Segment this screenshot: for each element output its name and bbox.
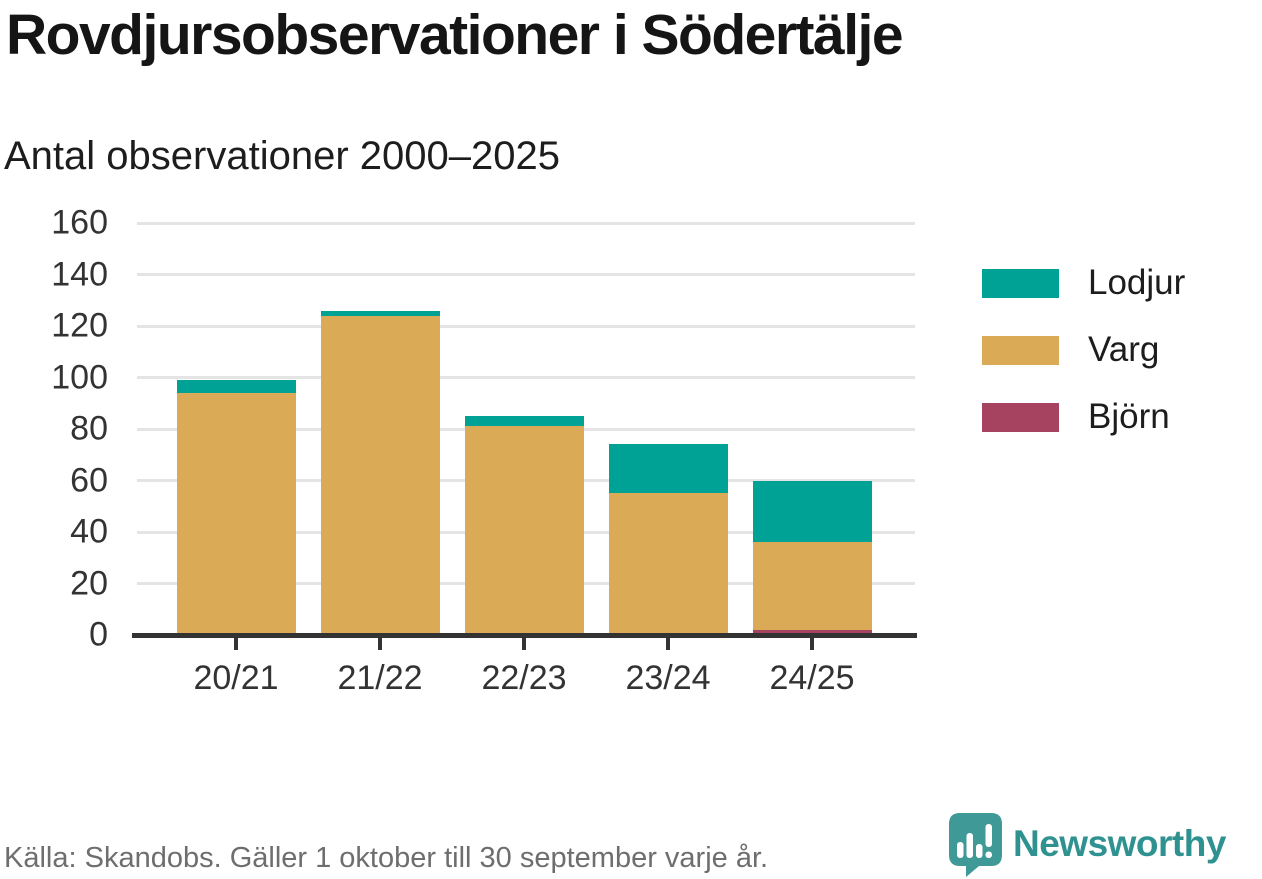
legend-item-lodjur: Lodjur <box>982 263 1185 303</box>
newsworthy-logo: Newsworthy <box>949 813 1226 877</box>
y-tick-label-120: 120 <box>51 306 108 345</box>
x-tick-20-21 <box>234 637 238 650</box>
bar-24-25-varg <box>752 542 872 630</box>
bar-21-22-lodjur <box>320 310 440 316</box>
logo-bar-3 <box>976 844 983 858</box>
source-note: Källa: Skandobs. Gäller 1 oktober till 3… <box>4 842 769 874</box>
bar-20-21-lodjur <box>176 380 296 393</box>
gridline-160 <box>137 221 915 225</box>
bar-22-23-varg <box>464 426 584 635</box>
bar-23-24-lodjur <box>608 444 728 494</box>
x-tick-label-21-22: 21/22 <box>337 659 423 697</box>
bar-24-25-lodjur <box>752 480 872 543</box>
newsworthy-wordmark: Newsworthy <box>1013 823 1226 864</box>
logo-speech-bubble <box>949 813 1002 877</box>
legend-item-bjorn: Björn <box>982 397 1185 437</box>
chart-title: Rovdjursobservationer i Södertälje <box>6 3 904 67</box>
x-tick-label-22-23: 22/23 <box>481 659 567 697</box>
y-tick-label-40: 40 <box>70 512 108 551</box>
x-tick-label-24-25: 24/25 <box>769 659 855 697</box>
x-tick-22-23 <box>522 637 526 650</box>
x-tick-label-20-21: 20/21 <box>193 659 279 697</box>
legend-swatch-varg <box>982 335 1059 365</box>
y-tick-label-80: 80 <box>70 409 108 448</box>
logo-exclamation-dot <box>985 851 992 858</box>
y-tick-label-140: 140 <box>51 255 108 293</box>
bar-24-25-bjorn <box>752 629 872 635</box>
y-tick-label-20: 20 <box>70 564 108 602</box>
gridline-140 <box>137 273 915 276</box>
newsworthy-icon <box>949 813 1002 877</box>
chart-legend: Lodjur Varg Björn <box>982 263 1185 464</box>
logo-bar-2 <box>966 833 973 858</box>
legend-label-lodjur: Lodjur <box>1088 263 1186 302</box>
x-tick-23-24 <box>666 637 670 650</box>
legend-label-bjorn: Björn <box>1088 397 1170 436</box>
plot-area: 0 20 40 60 80 100 120 140 160 20/21 21/22 22/23 23/2… <box>51 204 917 697</box>
x-tick-label-23-24: 23/24 <box>625 659 711 697</box>
y-tick-label-60: 60 <box>70 461 108 499</box>
bar-22-23-lodjur <box>464 416 584 427</box>
bar-21-22-varg <box>320 315 440 635</box>
y-tick-label-160: 160 <box>51 203 108 242</box>
gridline-100 <box>137 376 915 379</box>
y-tick-label-100: 100 <box>51 358 108 396</box>
x-tick-21-22 <box>378 637 382 650</box>
x-axis-line <box>132 632 917 638</box>
bar-23-24-varg <box>608 493 728 635</box>
legend-swatch-lodjur <box>982 268 1059 298</box>
bar-20-21-varg <box>176 392 296 635</box>
y-tick-label-0: 0 <box>89 615 108 654</box>
chart-subtitle: Antal observationer 2000–2025 <box>4 134 560 178</box>
gridline-120 <box>137 324 915 328</box>
logo-bar-1 <box>957 842 964 858</box>
logo-exclamation-bar <box>985 824 992 847</box>
legend-item-varg: Varg <box>982 330 1185 370</box>
legend-label-varg: Varg <box>1088 330 1160 369</box>
x-tick-24-25 <box>810 637 814 650</box>
legend-swatch-bjorn <box>982 402 1059 432</box>
